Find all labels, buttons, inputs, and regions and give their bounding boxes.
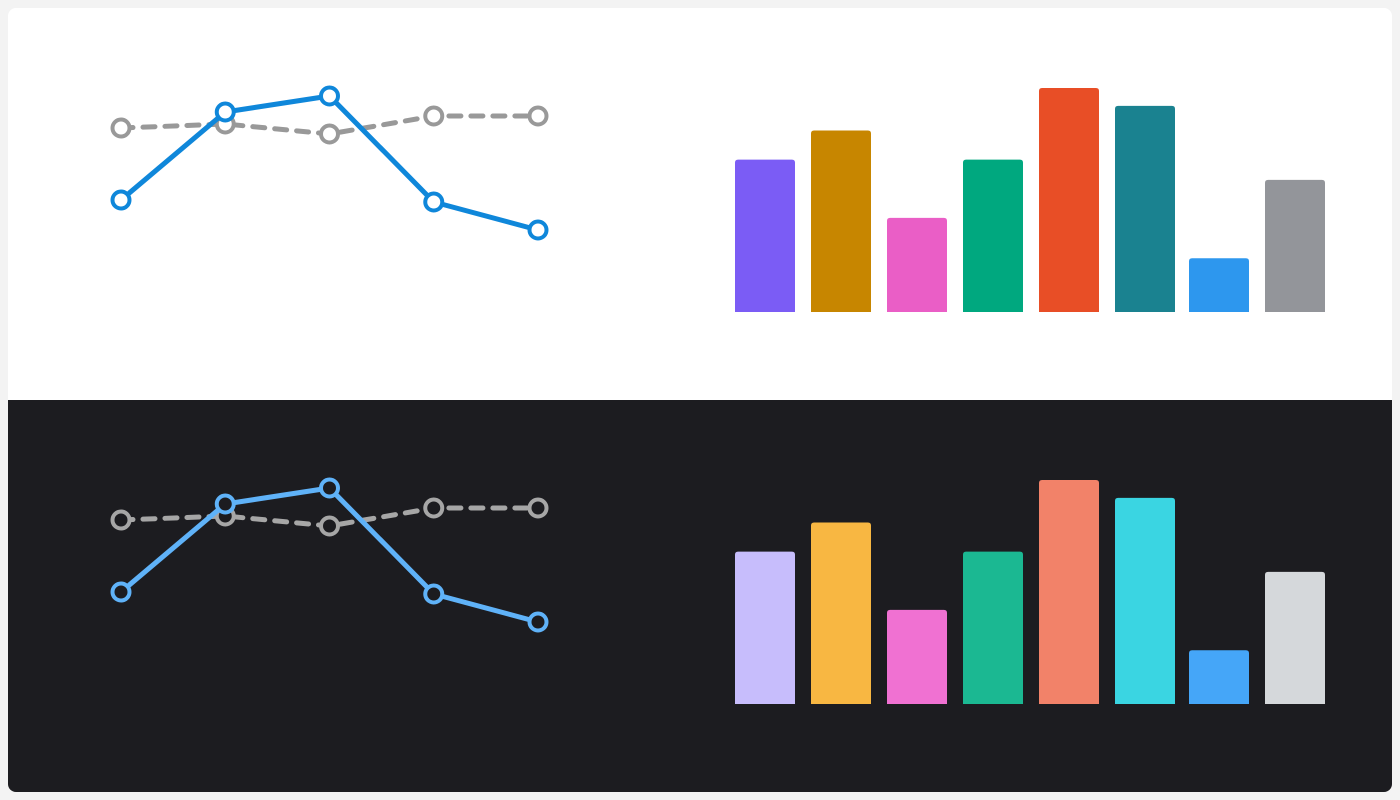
reference-series-point-5	[527, 105, 549, 127]
light-line-chart	[110, 85, 549, 241]
main-series-point-2	[214, 493, 236, 515]
bar-8	[1265, 179, 1325, 312]
reference-series-point-4	[423, 105, 445, 127]
dark-theme-panel	[8, 400, 1392, 792]
main-series-point-5	[527, 219, 549, 241]
main-series-point-2	[214, 101, 236, 123]
main-series-point-4	[423, 191, 445, 213]
light-bar-chart	[735, 88, 1325, 312]
dark-bar-chart	[735, 480, 1325, 704]
reference-series-point-3	[319, 123, 340, 145]
main-series-point-4	[423, 583, 445, 605]
bar-1	[735, 159, 795, 312]
bar-7	[1189, 650, 1249, 704]
main-series-point-3	[319, 85, 340, 107]
main-series-point-1	[110, 581, 132, 603]
bar-6	[1115, 105, 1175, 312]
reference-series-point-1	[110, 509, 132, 531]
light-charts-canvas	[110, 85, 1325, 312]
dark-charts-canvas	[110, 477, 1325, 704]
bar-3	[887, 217, 947, 312]
main-series-point-5	[527, 611, 549, 633]
bar-3	[887, 609, 947, 704]
bar-2	[811, 130, 871, 312]
bar-8	[1265, 571, 1325, 704]
bar-5	[1039, 480, 1099, 704]
bar-2	[811, 522, 871, 704]
bar-4	[963, 159, 1023, 312]
bar-7	[1189, 258, 1249, 312]
bar-1	[735, 551, 795, 704]
bar-6	[1115, 497, 1175, 704]
reference-series-point-1	[110, 117, 132, 139]
chart-card	[8, 8, 1392, 792]
reference-series-point-5	[527, 497, 549, 519]
light-theme-panel	[8, 8, 1392, 400]
main-series-point-3	[319, 477, 340, 499]
bar-5	[1039, 88, 1099, 312]
reference-series-point-4	[423, 497, 445, 519]
dark-line-chart	[110, 477, 549, 633]
main-series-point-1	[110, 189, 132, 211]
bar-4	[963, 551, 1023, 704]
reference-series-point-3	[319, 515, 340, 537]
